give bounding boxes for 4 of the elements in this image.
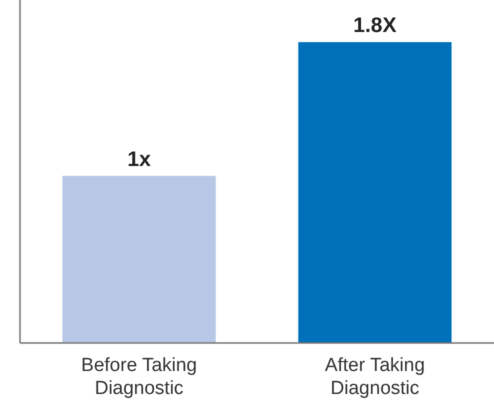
data-label: 1x (127, 148, 152, 171)
x-tick-label: After Taking Diagnostic (324, 355, 425, 399)
data-label: 1.8X (353, 14, 397, 38)
x-tick-label: Before Taking Diagnostic (81, 355, 198, 399)
